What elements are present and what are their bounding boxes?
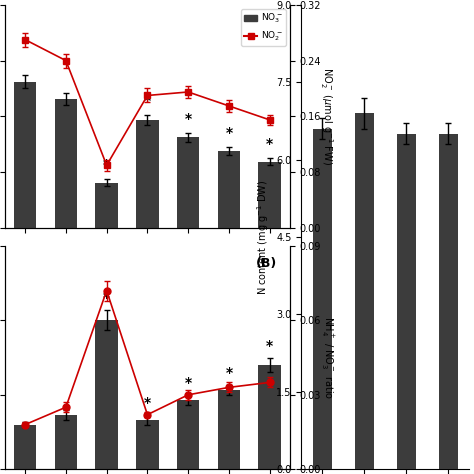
Bar: [55, 99, 77, 228]
Bar: [397, 134, 416, 469]
Bar: [14, 425, 36, 469]
Bar: [136, 419, 159, 469]
Legend: NO$_3^-$, NO$_2^-$: NO$_3^-$, NO$_2^-$: [241, 9, 285, 46]
Y-axis label: N content (mg g$^{-1}$ DW): N content (mg g$^{-1}$ DW): [255, 179, 271, 295]
Y-axis label: NH$_4^+$ / NO$_3^-$ ratio: NH$_4^+$ / NO$_3^-$ ratio: [319, 316, 335, 399]
Text: *: *: [103, 158, 110, 172]
Text: *: *: [144, 396, 151, 410]
Text: *: *: [103, 292, 110, 305]
Bar: [14, 82, 36, 228]
Bar: [177, 137, 200, 228]
Text: *: *: [144, 94, 151, 108]
Bar: [218, 151, 240, 228]
Text: *: *: [266, 338, 273, 353]
Y-axis label: NO$_2^-$ ($\mu$mol g$^{-1}$ FW): NO$_2^-$ ($\mu$mol g$^{-1}$ FW): [319, 67, 335, 165]
Bar: [55, 415, 77, 469]
Text: *: *: [266, 137, 273, 151]
Bar: [95, 182, 118, 228]
Text: (B): (B): [256, 257, 277, 270]
Bar: [218, 390, 240, 469]
Bar: [313, 128, 332, 469]
Text: *: *: [225, 366, 233, 380]
Bar: [136, 120, 159, 228]
Text: *: *: [184, 112, 192, 126]
Bar: [258, 162, 281, 228]
Bar: [355, 113, 374, 469]
Text: *: *: [184, 376, 192, 390]
Bar: [177, 400, 200, 469]
Bar: [439, 134, 457, 469]
Text: *: *: [225, 126, 233, 140]
Bar: [258, 365, 281, 469]
Bar: [95, 320, 118, 469]
